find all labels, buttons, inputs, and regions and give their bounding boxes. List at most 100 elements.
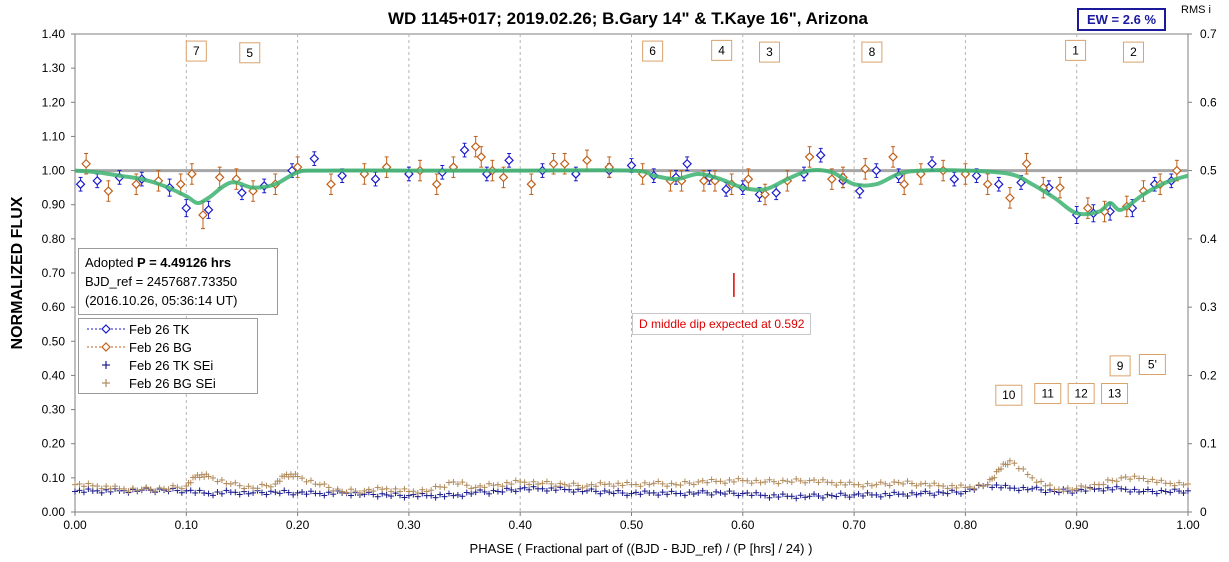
legend-label: Feb 26 BG xyxy=(129,339,192,355)
data-point xyxy=(470,141,481,152)
data-point xyxy=(92,175,103,186)
data-point xyxy=(526,179,537,190)
legend-symbol xyxy=(83,374,129,392)
data-point xyxy=(971,170,982,181)
dip-label-text: 1 xyxy=(1072,43,1079,57)
x-tick-label: 0.70 xyxy=(842,518,866,532)
x-axis-label: PHASE ( Fractional part of ((BJD - BJD_r… xyxy=(470,541,813,556)
dip-label-box xyxy=(1065,39,1087,61)
y-tick-label: 0.70 xyxy=(42,266,66,280)
dip-label-text: 3 xyxy=(766,45,773,59)
sei-series-group xyxy=(72,457,1191,502)
dip-label-box xyxy=(1109,355,1131,377)
data-point xyxy=(860,164,871,174)
data-point xyxy=(1055,182,1065,193)
data-point xyxy=(337,170,347,181)
dip-label-box xyxy=(642,40,664,62)
data-point xyxy=(804,152,815,162)
y2-tick-label: 0.7 xyxy=(1200,27,1217,41)
dip-label-box xyxy=(1067,383,1095,405)
model-curve-group xyxy=(74,168,1189,217)
info-ref-date: (2016.10.26, 05:36:14 UT) xyxy=(85,293,238,308)
y2-tick-label: 0.2 xyxy=(1200,368,1217,382)
x-axis-ticks: 0.00 0.10 0.20 0.30 0.40 0.50 0.60 0.70 0.80 0.90… xyxy=(63,512,1200,532)
data-point xyxy=(75,179,86,190)
dip-label-text: 13 xyxy=(1108,387,1122,401)
data-point xyxy=(1005,193,1015,203)
data-point xyxy=(559,158,570,169)
y2-tick-label: 0 xyxy=(1200,505,1207,519)
dip-label-text: 12 xyxy=(1074,387,1088,401)
info-period-line: Adopted P = 4.49126 hrs xyxy=(85,253,271,272)
x-tick-label: 0.20 xyxy=(286,518,310,532)
dip-label-text: 5' xyxy=(1148,358,1157,372)
x-tick-label: 0.30 xyxy=(397,518,421,532)
data-point xyxy=(815,150,826,161)
legend-label: Feb 26 BG SEi xyxy=(129,375,216,391)
legend-symbol xyxy=(83,356,129,374)
data-point xyxy=(504,155,514,166)
dip-label-box xyxy=(1101,383,1129,405)
x-tick-label: 1.00 xyxy=(1176,518,1200,532)
info-period-value: P = 4.49126 hrs xyxy=(137,255,232,270)
legend-entry: Feb 26 BG xyxy=(83,338,253,356)
ew-badge: EW = 2.6 % xyxy=(1077,8,1166,31)
legend-marker xyxy=(101,342,111,352)
y-axis-label: NORMALIZED FLUX xyxy=(9,196,26,349)
y2-tick-label: 0.3 xyxy=(1200,300,1217,314)
data-point xyxy=(899,179,910,190)
data-point xyxy=(175,179,186,190)
legend-label: Feb 26 TK SEi xyxy=(129,357,214,373)
dip-label-box xyxy=(711,39,733,61)
data-point xyxy=(698,175,709,186)
legend-entry: Feb 26 BG SEi xyxy=(83,374,253,392)
data-point xyxy=(1021,158,1032,169)
dip-label-box xyxy=(1034,383,1062,405)
y-tick-label: 1.00 xyxy=(42,164,66,178)
x-tick-label: 0.90 xyxy=(1065,518,1089,532)
data-point xyxy=(431,179,442,190)
info-period-prefix: Adopted xyxy=(85,255,138,270)
y2-tick-label: 0.6 xyxy=(1200,95,1217,109)
dip-label-box xyxy=(759,41,781,63)
y-tick-label: 1.10 xyxy=(42,129,66,143)
dip-label-box xyxy=(1122,41,1144,63)
dip-note: D middle dip expected at 0.592 xyxy=(632,313,812,335)
dip-label-text: 11 xyxy=(1042,387,1055,401)
y2-axis-ticks: 0 0.1 0.2 0.3 0.4 0.5 0.6 0.7 xyxy=(1188,27,1217,519)
data-point xyxy=(187,169,197,179)
data-point xyxy=(721,184,731,195)
data-point xyxy=(682,158,692,169)
data-point xyxy=(203,204,214,215)
data-point xyxy=(854,186,865,196)
legend-label: Feb 26 TK xyxy=(129,321,190,337)
data-point xyxy=(214,172,225,183)
y2-tick-label: 0.4 xyxy=(1200,232,1217,246)
x-tick-label: 0.60 xyxy=(731,518,755,532)
data-point xyxy=(826,174,837,184)
dip-label-box xyxy=(1138,354,1166,376)
legend: Feb 26 TK Feb 26 BG Feb 26 TK SEi Feb 26 BG… xyxy=(78,318,258,394)
data-point xyxy=(476,152,487,162)
dip-label-box xyxy=(185,40,207,62)
y-tick-label: 0.60 xyxy=(42,300,66,314)
y2-tick-label: 0.1 xyxy=(1200,437,1217,451)
data-point xyxy=(871,165,882,176)
data-point xyxy=(81,158,91,169)
dip-label-text: 8 xyxy=(869,45,876,59)
model-curve-line xyxy=(74,168,1189,217)
chart-title: WD 1145+017; 2019.02.26; B.Gary 14" & T.… xyxy=(388,9,868,28)
dip-label-text: 5 xyxy=(246,46,253,60)
data-point xyxy=(181,203,192,213)
data-point xyxy=(237,187,247,198)
data-point xyxy=(927,158,937,169)
dip-label-text: 7 xyxy=(193,44,200,58)
data-point xyxy=(459,145,470,155)
info-bjd-ref: BJD_ref = 2457687.73350 xyxy=(85,274,238,289)
y-tick-label: 0.80 xyxy=(42,232,66,246)
data-point xyxy=(131,179,142,190)
data-point xyxy=(198,210,208,220)
x-tick-label: 0.10 xyxy=(175,518,199,532)
y-tick-label: 0.10 xyxy=(42,471,66,485)
legend-marker xyxy=(101,324,111,334)
